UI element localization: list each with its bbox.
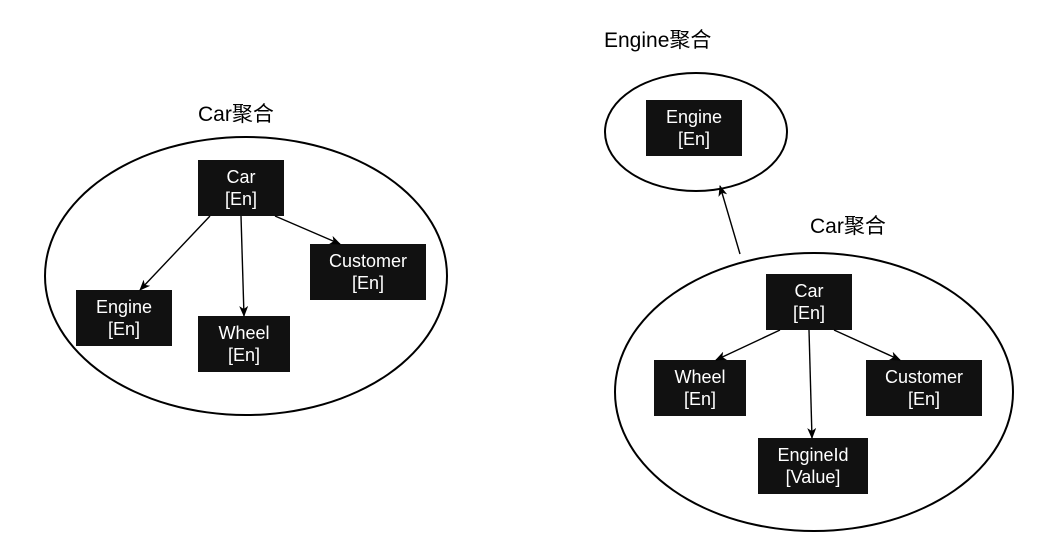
node-tag: [En] xyxy=(793,302,825,325)
diagram-canvas: Car聚合 Engine聚合 Car聚合 Car [En] Engine [En… xyxy=(0,0,1051,544)
node-tag: [En] xyxy=(225,188,257,211)
node-tag: [En] xyxy=(352,272,384,295)
node-right-customer: Customer [En] xyxy=(866,360,982,416)
node-right-car: Car [En] xyxy=(766,274,852,330)
edge-cross-car-to-engine xyxy=(720,186,740,254)
node-name: Customer xyxy=(329,250,407,273)
node-name: Wheel xyxy=(674,366,725,389)
node-name: Car xyxy=(226,166,255,189)
node-left-car: Car [En] xyxy=(198,160,284,216)
node-tag: [En] xyxy=(228,344,260,367)
node-name: Customer xyxy=(885,366,963,389)
node-right-wheel: Wheel [En] xyxy=(654,360,746,416)
node-right-engineid: EngineId [Value] xyxy=(758,438,868,494)
right-aggregate-title: Car聚合 xyxy=(810,210,886,240)
right-top-aggregate-title: Engine聚合 xyxy=(604,24,711,54)
node-left-engine: Engine [En] xyxy=(76,290,172,346)
node-tag: [En] xyxy=(684,388,716,411)
left-aggregate-title: Car聚合 xyxy=(198,98,274,128)
node-left-wheel: Wheel [En] xyxy=(198,316,290,372)
node-tag: [En] xyxy=(908,388,940,411)
node-tag: [Value] xyxy=(786,466,841,489)
node-name: Car xyxy=(794,280,823,303)
node-name: Wheel xyxy=(218,322,269,345)
node-name: Engine xyxy=(96,296,152,319)
node-righttop-engine: Engine [En] xyxy=(646,100,742,156)
node-tag: [En] xyxy=(678,128,710,151)
node-name: Engine xyxy=(666,106,722,129)
node-name: EngineId xyxy=(777,444,848,467)
node-tag: [En] xyxy=(108,318,140,341)
node-left-customer: Customer [En] xyxy=(310,244,426,300)
